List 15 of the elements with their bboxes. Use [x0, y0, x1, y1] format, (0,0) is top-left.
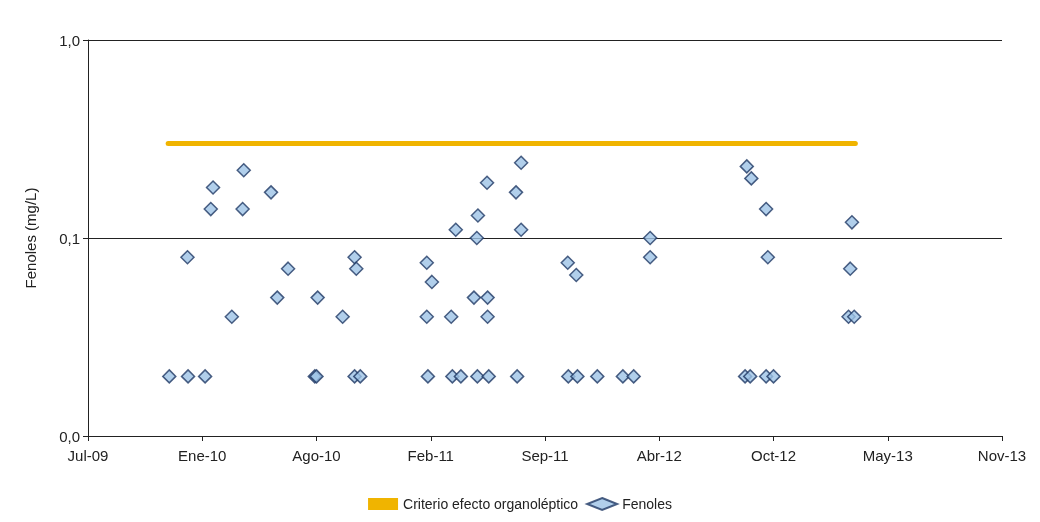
x-tick-label: Jul-09 [67, 447, 109, 464]
legend-label: Criterio efecto organoléptico [403, 496, 579, 512]
x-tick-label: Ene-10 [178, 447, 227, 464]
y-tick-label: 0,1 [59, 229, 80, 247]
y-axis-title: Fenoles (mg/L) [22, 187, 39, 289]
x-tick-label: Feb-11 [407, 447, 454, 464]
x-tick-label: Oct-12 [750, 447, 797, 464]
x-tick-label: Ago-10 [292, 447, 341, 464]
x-tick-label: Sep-11 [521, 447, 569, 464]
y-tick-label: 1,0 [59, 31, 80, 49]
x-tick-label: May-13 [862, 447, 913, 464]
x-tick-label: Nov-13 [977, 447, 1027, 464]
legend-label: Fenoles [622, 496, 672, 512]
y-tick-label: 0,0 [59, 427, 80, 445]
x-tick-label: Abr-12 [636, 447, 682, 464]
